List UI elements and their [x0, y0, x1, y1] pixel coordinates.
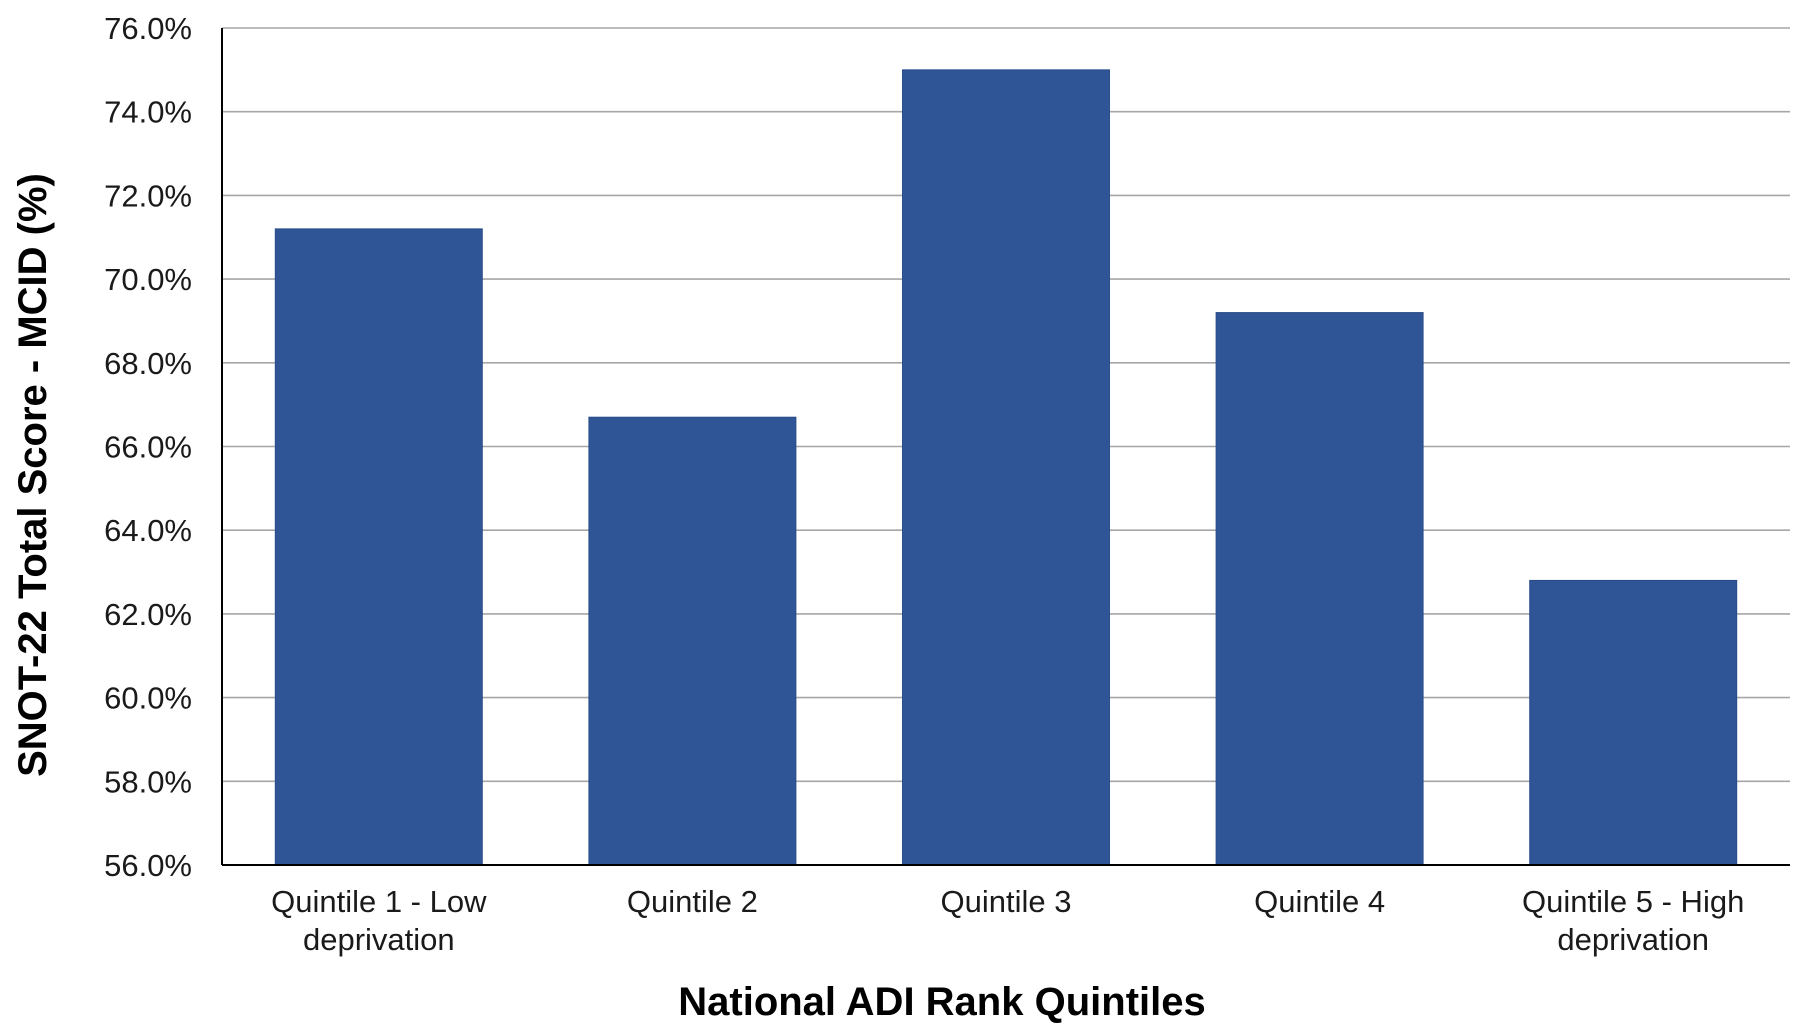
- x-category-label: Quintile 5 - High deprivation: [1522, 884, 1744, 957]
- x-axis-title: National ADI Rank Quintiles: [678, 980, 1205, 1024]
- x-category-label: Quintile 4: [1254, 884, 1385, 919]
- y-tick-label: 64.0%: [104, 513, 192, 548]
- x-category-labels: Quintile 1 - Low deprivation Quintile 2 Qui…: [271, 884, 1744, 957]
- x-category-label: Quintile 2: [627, 884, 758, 919]
- y-tick-label: 74.0%: [104, 95, 192, 130]
- y-tick-label: 62.0%: [104, 597, 192, 632]
- bar: [588, 416, 797, 866]
- bars: [274, 69, 1738, 866]
- axes: [221, 28, 1790, 866]
- y-tick-label: 70.0%: [104, 262, 192, 297]
- bar: [902, 69, 1110, 866]
- y-axis-title: SNOT-22 Total Score - MCID (%): [11, 173, 55, 777]
- y-tick-label: 76.0%: [104, 11, 192, 46]
- bar: [1215, 312, 1424, 866]
- y-tick-label: 68.0%: [104, 346, 192, 381]
- y-tick-label: 56.0%: [104, 848, 192, 883]
- bar: [1529, 579, 1738, 866]
- bar: [274, 228, 483, 866]
- y-tick-label: 60.0%: [104, 681, 192, 716]
- x-category-label: Quintile 1 - Low deprivation: [271, 884, 487, 957]
- y-tick-labels: 56.0% 58.0% 60.0% 62.0% 64.0% 66.0% 68.0% 70.0%…: [104, 11, 192, 883]
- x-category-label: Quintile 3: [941, 884, 1072, 919]
- y-tick-label: 66.0%: [104, 430, 192, 465]
- y-tick-label: 72.0%: [104, 178, 192, 213]
- y-tick-label: 58.0%: [104, 764, 192, 799]
